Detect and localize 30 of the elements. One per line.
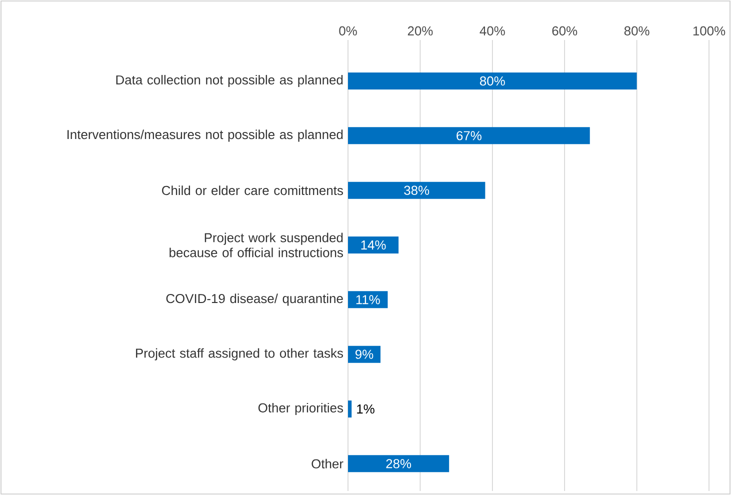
bar <box>348 182 486 199</box>
bar <box>348 346 380 363</box>
y-tick-label: COVID-19 disease/ quarantine <box>166 294 343 306</box>
data-label: 9% <box>355 350 374 359</box>
data-label: 14% <box>361 240 386 250</box>
y-tick-label: Project staff assigned to other tasks <box>136 348 343 360</box>
bar <box>348 455 450 472</box>
data-label: 67% <box>456 131 482 140</box>
bar <box>348 291 388 308</box>
y-tick-label: Interventions/measures not possible as planned <box>68 130 343 142</box>
data-label: 11% <box>356 295 380 304</box>
y-tick-label: Other priorities <box>258 402 344 416</box>
data-label: 80% <box>480 76 505 86</box>
bar <box>348 72 637 90</box>
x-tick-label: 20% <box>408 26 433 36</box>
y-tick-label: Child or elder care comittments <box>162 186 343 196</box>
y-tick-label: Project work suspended because of official instructions <box>170 232 343 258</box>
data-label: 38% <box>404 186 430 195</box>
x-tick-label: 100% <box>693 26 726 36</box>
y-tick-label: Other <box>312 458 344 468</box>
x-tick-label: 0% <box>339 26 357 36</box>
x-tick-label: 80% <box>624 26 650 36</box>
x-tick-label: 60% <box>552 26 578 36</box>
data-label: 28% <box>386 459 412 468</box>
bar <box>348 400 352 418</box>
y-tick-label: Data collection not possible as planned <box>116 74 343 88</box>
bar <box>348 127 590 144</box>
x-tick-label: 40% <box>480 26 505 36</box>
data-label: 1% <box>357 404 374 414</box>
bar <box>348 236 399 254</box>
